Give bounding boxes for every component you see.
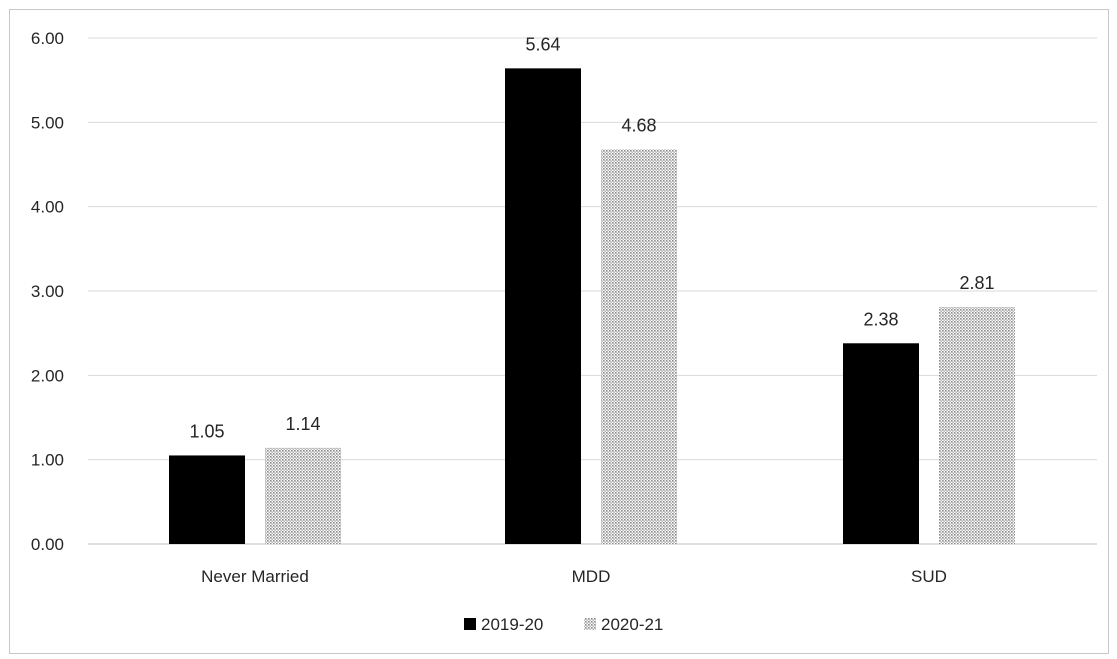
gridlines — [88, 37, 1097, 545]
x-category-label: Never Married — [201, 567, 309, 586]
data-labels: 1.05 1.14 5.64 4.68 2.38 2.81 — [189, 34, 994, 441]
data-label: 2.38 — [863, 309, 898, 329]
y-tick-label: 1.00 — [31, 451, 64, 470]
bar — [843, 343, 919, 544]
bar — [939, 307, 1015, 544]
y-tick-label: 5.00 — [31, 113, 64, 132]
bar — [265, 447, 341, 544]
x-axis-categories: Never Married MDD SUD — [201, 567, 947, 586]
data-label: 4.68 — [621, 115, 656, 135]
y-tick-label: 3.00 — [31, 282, 64, 301]
data-label: 1.05 — [189, 421, 224, 441]
data-label: 5.64 — [525, 34, 560, 54]
y-axis-ticks: 0.00 1.00 2.00 3.00 4.00 5.00 6.00 — [31, 29, 64, 554]
y-tick-label: 2.00 — [31, 366, 64, 385]
y-tick-label: 0.00 — [31, 535, 64, 554]
bar — [169, 455, 245, 544]
y-tick-label: 6.00 — [31, 29, 64, 48]
legend-label: 2019-20 — [481, 615, 543, 634]
y-tick-label: 4.00 — [31, 198, 64, 217]
data-label: 1.14 — [285, 414, 320, 434]
data-label: 2.81 — [959, 273, 994, 293]
x-category-label: SUD — [911, 567, 947, 586]
legend-label: 2020-21 — [601, 615, 663, 634]
bar — [601, 149, 677, 544]
bars — [169, 68, 1015, 545]
legend-swatch — [584, 618, 596, 630]
legend: 2019-20 2020-21 — [464, 615, 663, 634]
x-category-label: MDD — [572, 567, 611, 586]
legend-swatch — [464, 618, 476, 630]
bar — [505, 68, 581, 545]
